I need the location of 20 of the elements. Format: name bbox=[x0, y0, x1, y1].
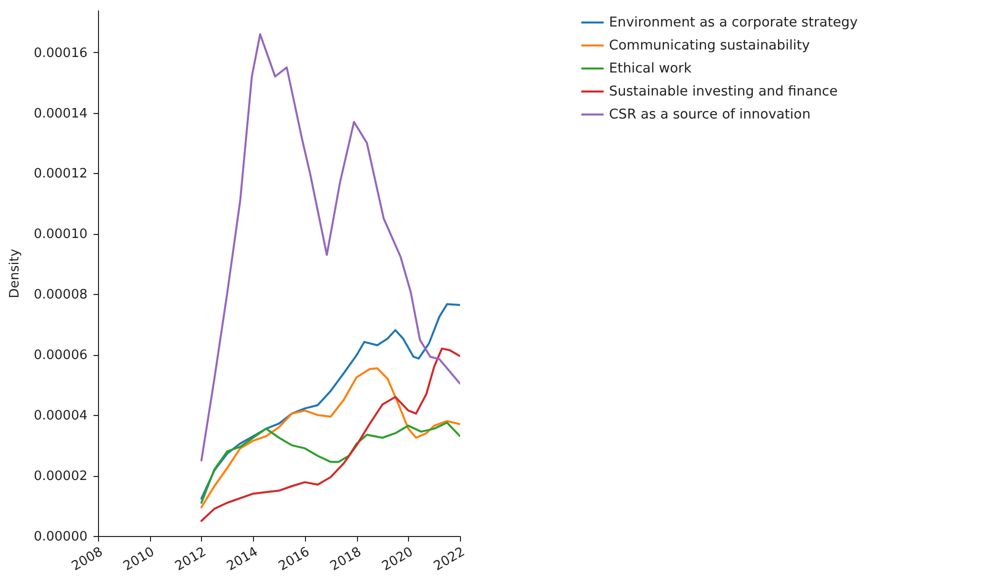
line-series bbox=[200, 303, 460, 500]
y-tick-label: 0.00016 bbox=[34, 46, 88, 61]
y-tick-label: 0.00006 bbox=[34, 348, 88, 364]
line-series bbox=[200, 33, 460, 462]
legend-label: Ethical work bbox=[609, 60, 692, 76]
y-axis-title: Density bbox=[8, 248, 23, 298]
y-tick-label: 0.00000 bbox=[34, 530, 88, 544]
y-tick-label: 0.00004 bbox=[34, 408, 88, 424]
y-tick-label: 0.00014 bbox=[34, 106, 88, 122]
line-series bbox=[200, 348, 460, 522]
y-tick-label: 0.00010 bbox=[34, 227, 88, 242]
line-series bbox=[200, 367, 460, 508]
legend-label: Environment as a corporate strategy bbox=[609, 14, 858, 30]
y-tick-label: 0.00008 bbox=[34, 288, 88, 303]
y-tick-label: 0.00002 bbox=[34, 469, 88, 484]
legend-label: Sustainable investing and finance bbox=[609, 84, 838, 100]
legend-label: CSR as a source of innovation bbox=[609, 106, 810, 122]
legend-label: Communicating sustainability bbox=[609, 38, 810, 54]
line-series bbox=[200, 422, 460, 504]
y-tick-label: 0.00012 bbox=[34, 166, 88, 182]
